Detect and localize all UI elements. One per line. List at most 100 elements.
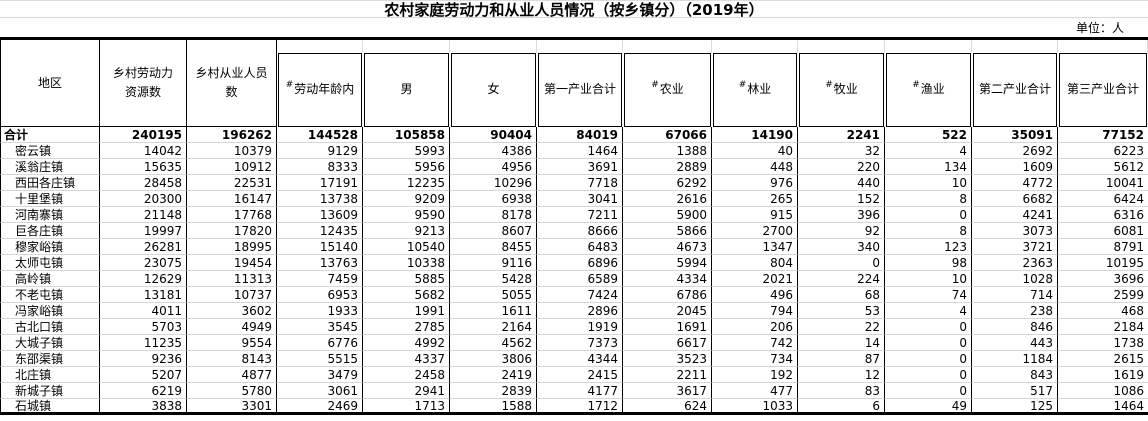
data-cell: 8791 [1058,239,1148,255]
data-cell: 1738 [1058,335,1148,351]
data-cell: 4241 [972,207,1058,223]
data-cell: 15635 [100,159,187,175]
data-cell: 8666 [537,223,623,239]
data-cell: 0 [885,319,972,335]
data-cell: 3479 [277,367,363,383]
data-cell: 14 [798,335,885,351]
data-cell: 1388 [623,143,712,159]
data-cell: 238 [972,303,1058,319]
data-cell: 7211 [537,207,623,223]
data-cell: 9209 [363,191,450,207]
header-gridline-cell [450,40,537,53]
col-header-label: 劳动年龄内 [294,82,355,97]
data-cell: 6316 [1058,207,1148,223]
data-cell: 7718 [537,175,623,191]
row-label-cell: 东邵渠镇 [0,351,100,367]
data-cell: 0 [885,383,972,399]
data-cell: 1991 [363,303,450,319]
row-label-cell: 河南寨镇 [0,207,100,223]
data-cell: 6682 [972,191,1058,207]
data-cell: 6219 [100,383,187,399]
header-box: 第一产业合计 [538,53,622,127]
row-label-cell: 新城子镇 [0,383,100,399]
data-cell: 5885 [363,271,450,287]
data-cell: 4337 [363,351,450,367]
data-cell: 3721 [972,239,1058,255]
data-cell: 5703 [100,319,187,335]
data-cell: 21148 [100,207,187,223]
data-cell: 2616 [623,191,712,207]
data-cell: 22 [798,319,885,335]
data-cell: 105858 [363,127,450,143]
data-cell: 26281 [100,239,187,255]
data-cell: 3602 [187,303,277,319]
data-cell: 10 [885,175,972,191]
row-label-cell: 十里堡镇 [0,191,100,207]
data-cell: 3696 [1058,271,1148,287]
data-cell: 9129 [277,143,363,159]
data-cell: 206 [712,319,798,335]
data-cell: 8143 [187,351,277,367]
data-cell: 6589 [537,271,623,287]
col-header-label: 渔业 [920,82,945,97]
col-header-labor-resources: 乡村劳动力资源数 [100,40,187,127]
data-cell: 5994 [623,255,712,271]
data-cell: 2241 [798,127,885,143]
data-cell: 4177 [537,383,623,399]
data-cell: 19454 [187,255,277,271]
data-cell: 224 [798,271,885,287]
data-cell: 1691 [623,319,712,335]
data-cell: 915 [712,207,798,223]
data-cell: 32 [798,143,885,159]
data-cell: 6617 [623,335,712,351]
data-cell: 13181 [100,287,187,303]
data-cell: 5866 [623,223,712,239]
data-cell: 5780 [187,383,277,399]
data-cell: 10540 [363,239,450,255]
data-cell: 734 [712,351,798,367]
data-cell: 4772 [972,175,1058,191]
data-cell: 5993 [363,143,450,159]
data-cell: 1611 [450,303,537,319]
row-label-cell: 石城镇 [0,399,100,415]
col-header-tertiary-industry-total: 第三产业合计 [1058,53,1148,127]
unit-label: 单位：人 [1075,21,1124,35]
data-cell: 0 [885,335,972,351]
data-cell: 6223 [1058,143,1148,159]
header-box: 第二产业合计 [973,53,1057,127]
data-cell: 477 [712,383,798,399]
data-cell: 468 [1058,303,1148,319]
data-cell: 443 [972,335,1058,351]
col-header-agriculture: # 农业 [623,53,712,127]
data-cell: 3838 [100,399,187,415]
col-header-region: 地区 [0,40,100,127]
header-gridline-cell [972,40,1058,53]
data-cell: 6896 [537,255,623,271]
data-cell: 10338 [363,255,450,271]
data-cell: 40 [712,143,798,159]
data-cell: 5612 [1058,159,1148,175]
data-cell: 10912 [187,159,277,175]
data-cell: 522 [885,127,972,143]
data-cell: 10195 [1058,255,1148,271]
data-cell: 20300 [100,191,187,207]
data-cell: 7373 [537,335,623,351]
data-cell: 12435 [277,223,363,239]
data-cell: 11313 [187,271,277,287]
data-cell: 517 [972,383,1058,399]
data-cell: 14190 [712,127,798,143]
data-cell: 8 [885,191,972,207]
data-cell: 10 [885,271,972,287]
data-cell: 794 [712,303,798,319]
data-cell: 4673 [623,239,712,255]
hash-mark: # [912,80,920,91]
data-cell: 220 [798,159,885,175]
data-cell: 6953 [277,287,363,303]
data-cell: 1919 [537,319,623,335]
col-header-label: 林业 [747,82,772,97]
data-cell: 2692 [972,143,1058,159]
data-cell: 5682 [363,287,450,303]
header-box: # 渔业 [886,53,971,127]
row-label-cell: 太师屯镇 [0,255,100,271]
data-cell: 3617 [623,383,712,399]
